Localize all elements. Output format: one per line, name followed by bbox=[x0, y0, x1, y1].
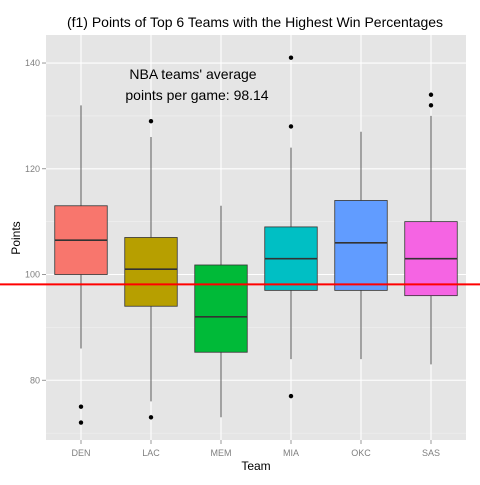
y-tick-label: 120 bbox=[25, 164, 40, 174]
annotation-line-2: points per game: 98.14 bbox=[125, 87, 268, 103]
outlier-point bbox=[429, 103, 433, 107]
outlier-point bbox=[79, 420, 83, 424]
annotation-line-1: NBA teams' average bbox=[129, 66, 256, 82]
outlier-point bbox=[149, 119, 153, 123]
y-tick-label: 140 bbox=[25, 58, 40, 68]
box-iqr bbox=[335, 200, 388, 290]
x-tick-label: MEM bbox=[211, 448, 232, 458]
x-tick-label: OKC bbox=[351, 448, 371, 458]
x-tick-label: DEN bbox=[71, 448, 90, 458]
x-tick-label: SAS bbox=[422, 448, 440, 458]
outlier-point bbox=[289, 394, 293, 398]
outlier-point bbox=[79, 404, 83, 408]
box-iqr bbox=[125, 238, 178, 307]
y-tick-label: 100 bbox=[25, 270, 40, 280]
x-axis: DEN LAC MEM MIA OKC SAS bbox=[71, 440, 440, 458]
outlier-point bbox=[149, 415, 153, 419]
y-tick-label: 80 bbox=[30, 375, 40, 385]
outlier-point bbox=[429, 93, 433, 97]
x-axis-title: Team bbox=[241, 459, 270, 473]
box-iqr bbox=[195, 265, 248, 352]
x-tick-label: LAC bbox=[142, 448, 160, 458]
chart-title: (f1) Points of Top 6 Teams with the High… bbox=[67, 14, 443, 30]
x-tick-label: MIA bbox=[283, 448, 299, 458]
outlier-point bbox=[289, 124, 293, 128]
y-axis-title: Points bbox=[9, 221, 23, 254]
y-axis: 80 100 120 140 bbox=[25, 58, 46, 385]
outlier-point bbox=[289, 56, 293, 60]
